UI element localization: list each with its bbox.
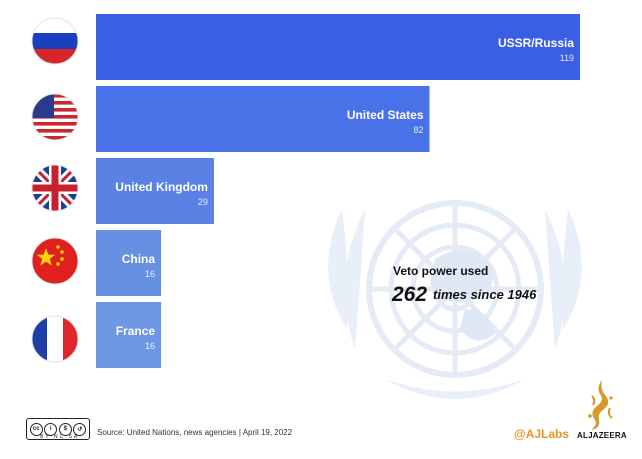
bar-category-label: France <box>116 324 156 338</box>
russia-flag-icon <box>31 17 79 65</box>
nc-icon: $ <box>58 422 72 436</box>
bar-2 <box>96 158 214 224</box>
bar-value-label: 82 <box>413 125 423 135</box>
un-emblem-icon <box>328 200 582 399</box>
cc-license-labels: BY NC SA <box>40 434 80 440</box>
sa-icon: ↺ <box>73 422 87 436</box>
bar-1 <box>96 86 430 152</box>
aljazeera-wordmark: ALJAZEERA <box>577 431 627 440</box>
bar-3 <box>96 230 162 296</box>
bar-category-label: USSR/Russia <box>498 36 574 50</box>
bar-category-label: United Kingdom <box>115 180 208 194</box>
annotation-line2: times since 1946 <box>433 287 537 302</box>
bar-value-label: 16 <box>145 269 155 279</box>
annotation-number: 262 <box>391 283 427 306</box>
uk-flag-icon <box>31 164 79 212</box>
bar-category-label: China <box>122 252 156 266</box>
bar-value-label: 16 <box>145 341 155 351</box>
source-note: Source: United Nations, news agencies | … <box>97 428 293 437</box>
by-icon: i <box>44 422 58 436</box>
bar-0 <box>96 14 580 80</box>
aljazeera-logo-icon <box>588 380 613 430</box>
france-flag-icon <box>31 315 79 363</box>
cc-icon: cc <box>29 422 43 436</box>
bar-category-label: United States <box>347 108 424 122</box>
bar-value-label: 119 <box>560 53 574 63</box>
ajlabs-handle[interactable]: @AJLabs <box>514 427 570 441</box>
annotation-line1: Veto power used <box>393 264 488 278</box>
usa-flag-icon <box>31 93 79 141</box>
bar-4 <box>96 302 162 368</box>
china-flag-icon <box>31 237 79 285</box>
cc-license-badge: cc i $ ↺ <box>26 418 90 440</box>
bar-value-label: 29 <box>198 197 208 207</box>
